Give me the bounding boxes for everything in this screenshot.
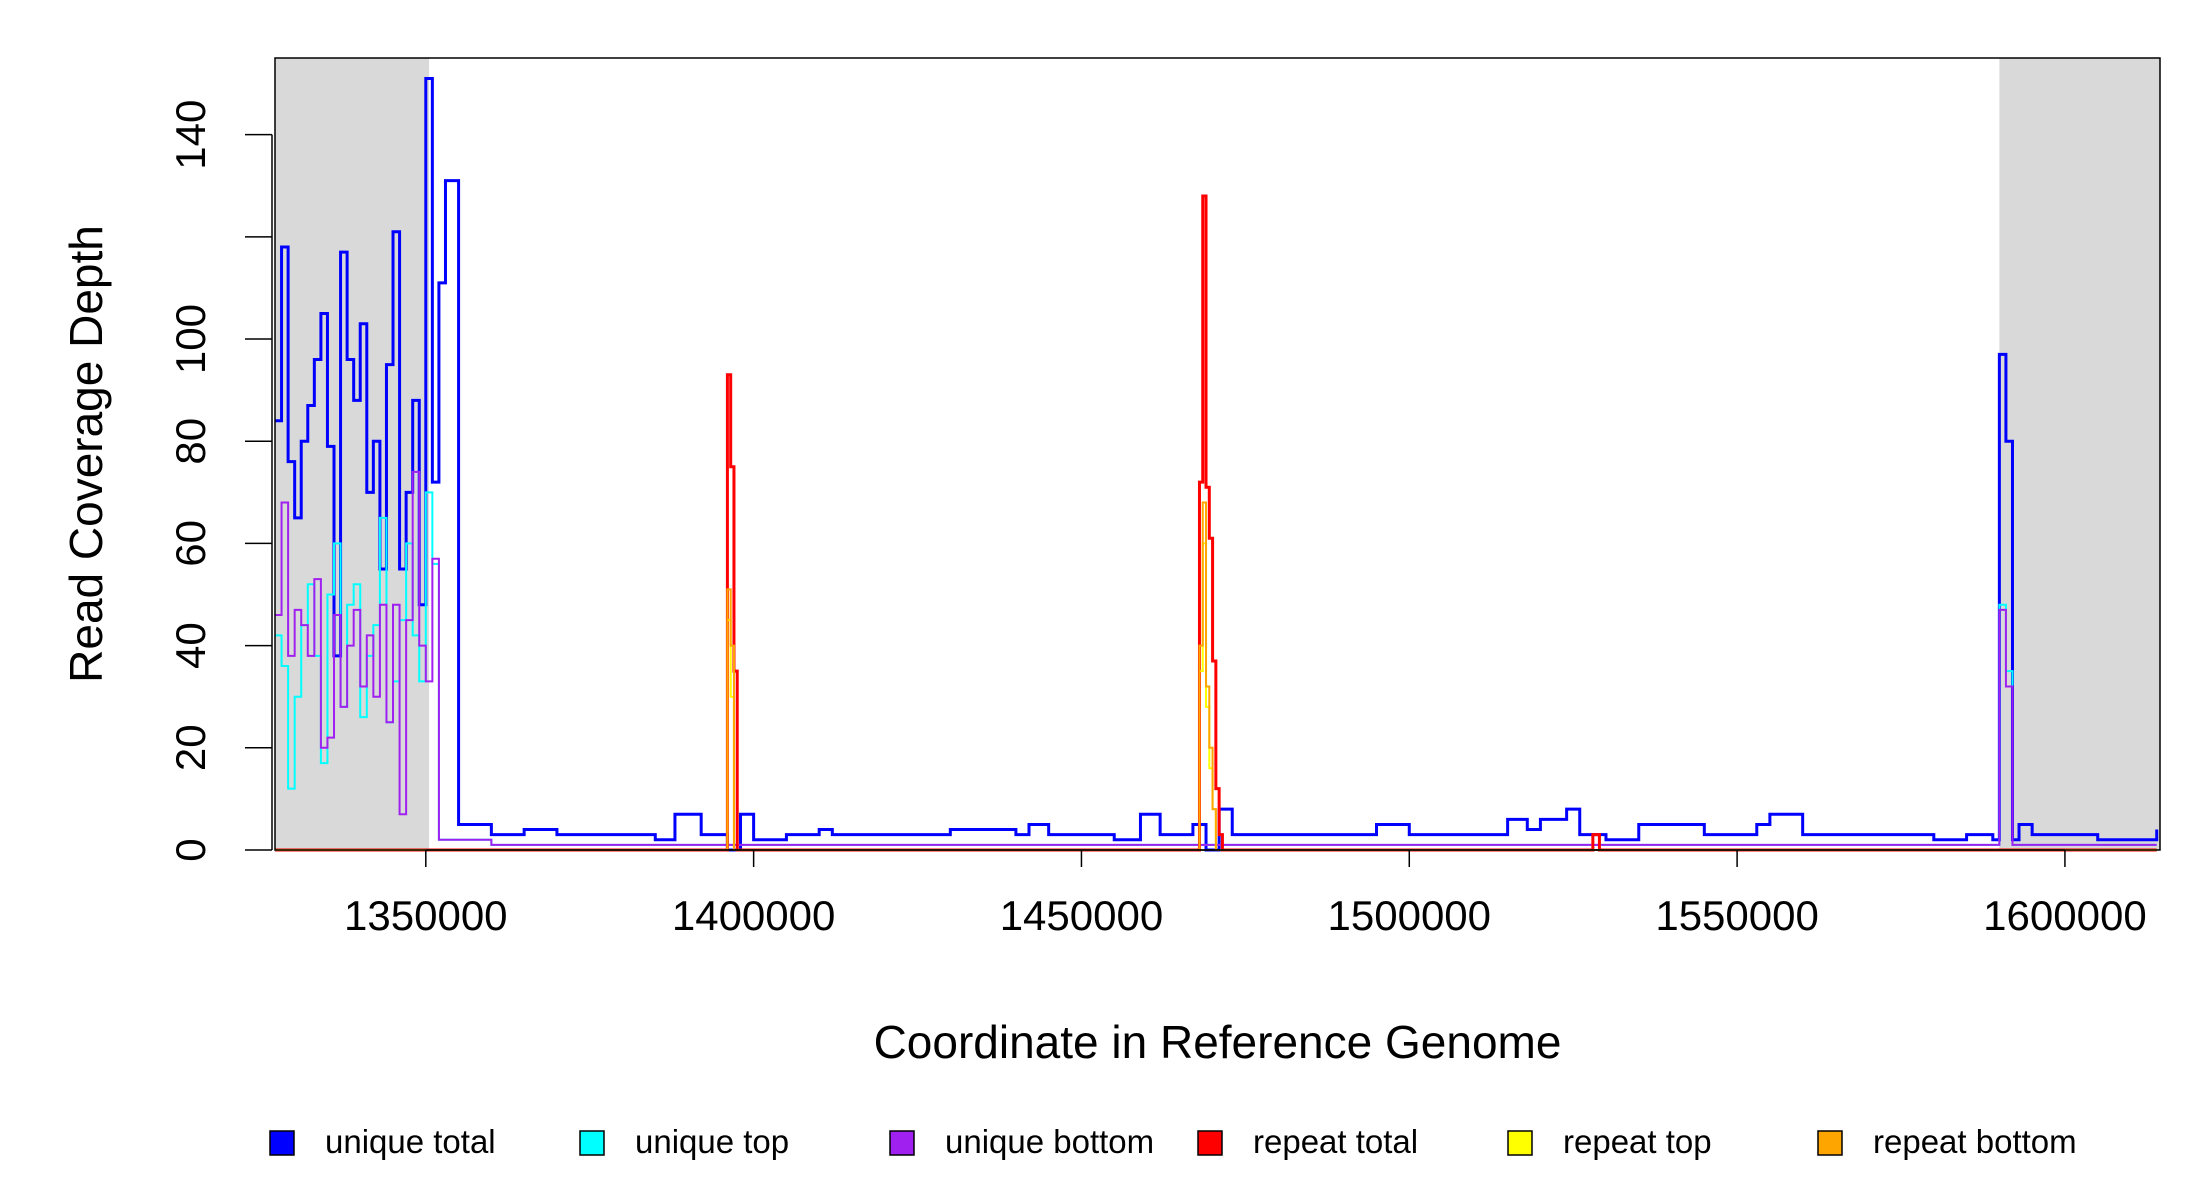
- legend-label-repeat-bottom: repeat bottom: [1873, 1123, 2077, 1160]
- legend-swatch-unique-total: [269, 1130, 295, 1156]
- legend-label-unique-bottom: unique bottom: [945, 1123, 1154, 1160]
- legend-label-repeat-top: repeat top: [1563, 1123, 1712, 1160]
- y-tick-label-5: 80: [167, 418, 214, 465]
- x-axis-label: Coordinate in Reference Genome: [874, 1016, 1562, 1068]
- legend-label-repeat-total: repeat total: [1253, 1123, 1418, 1160]
- y-tick-label-1: 0: [167, 838, 214, 861]
- y-tick-label-3: 40: [167, 622, 214, 669]
- y-tick-label-4: 60: [167, 520, 214, 567]
- shaded-region-2: [1999, 58, 2160, 850]
- legend-swatch-repeat-bottom: [1817, 1130, 1843, 1156]
- plot-frame: [274, 57, 2161, 851]
- legend: unique total unique top unique bottom repea…: [269, 1123, 2077, 1160]
- y-tick-label-2: 20: [167, 724, 214, 771]
- y-tick-label-6: 100: [167, 304, 214, 374]
- y-axis-label: Read Coverage Depth: [60, 225, 112, 683]
- x-tick-label-6: 1600000: [1983, 892, 2147, 939]
- series-line-repeat-total: [275, 194, 2157, 852]
- legend-swatch-unique-top: [579, 1130, 605, 1156]
- shaded-regions: [275, 58, 2160, 850]
- series-line-repeat-bottom: [275, 501, 2157, 851]
- x-axis: 1350000 1400000 1450000 1500000 1550000 16000…: [344, 849, 2147, 939]
- y-tick-label-8: 140: [167, 100, 214, 170]
- x-tick-label-4: 1500000: [1328, 892, 1492, 939]
- legend-swatch-repeat-total: [1197, 1130, 1223, 1156]
- series-line-unique-bottom: [275, 470, 2157, 846]
- y-axis: 0 20 40 60 80 100 140: [167, 100, 273, 862]
- series-line-unique-total: [275, 76, 2159, 852]
- x-tick-label-2: 1400000: [672, 892, 836, 939]
- x-tick-label-3: 1450000: [1000, 892, 1164, 939]
- legend-swatch-unique-bottom: [889, 1130, 915, 1156]
- series-lines: [275, 76, 2159, 852]
- x-tick-label-1: 1350000: [344, 892, 508, 939]
- legend-label-unique-top: unique top: [635, 1123, 789, 1160]
- x-tick-label-5: 1550000: [1655, 892, 1819, 939]
- legend-swatch-repeat-top: [1507, 1130, 1533, 1156]
- legend-label-unique-total: unique total: [325, 1123, 496, 1160]
